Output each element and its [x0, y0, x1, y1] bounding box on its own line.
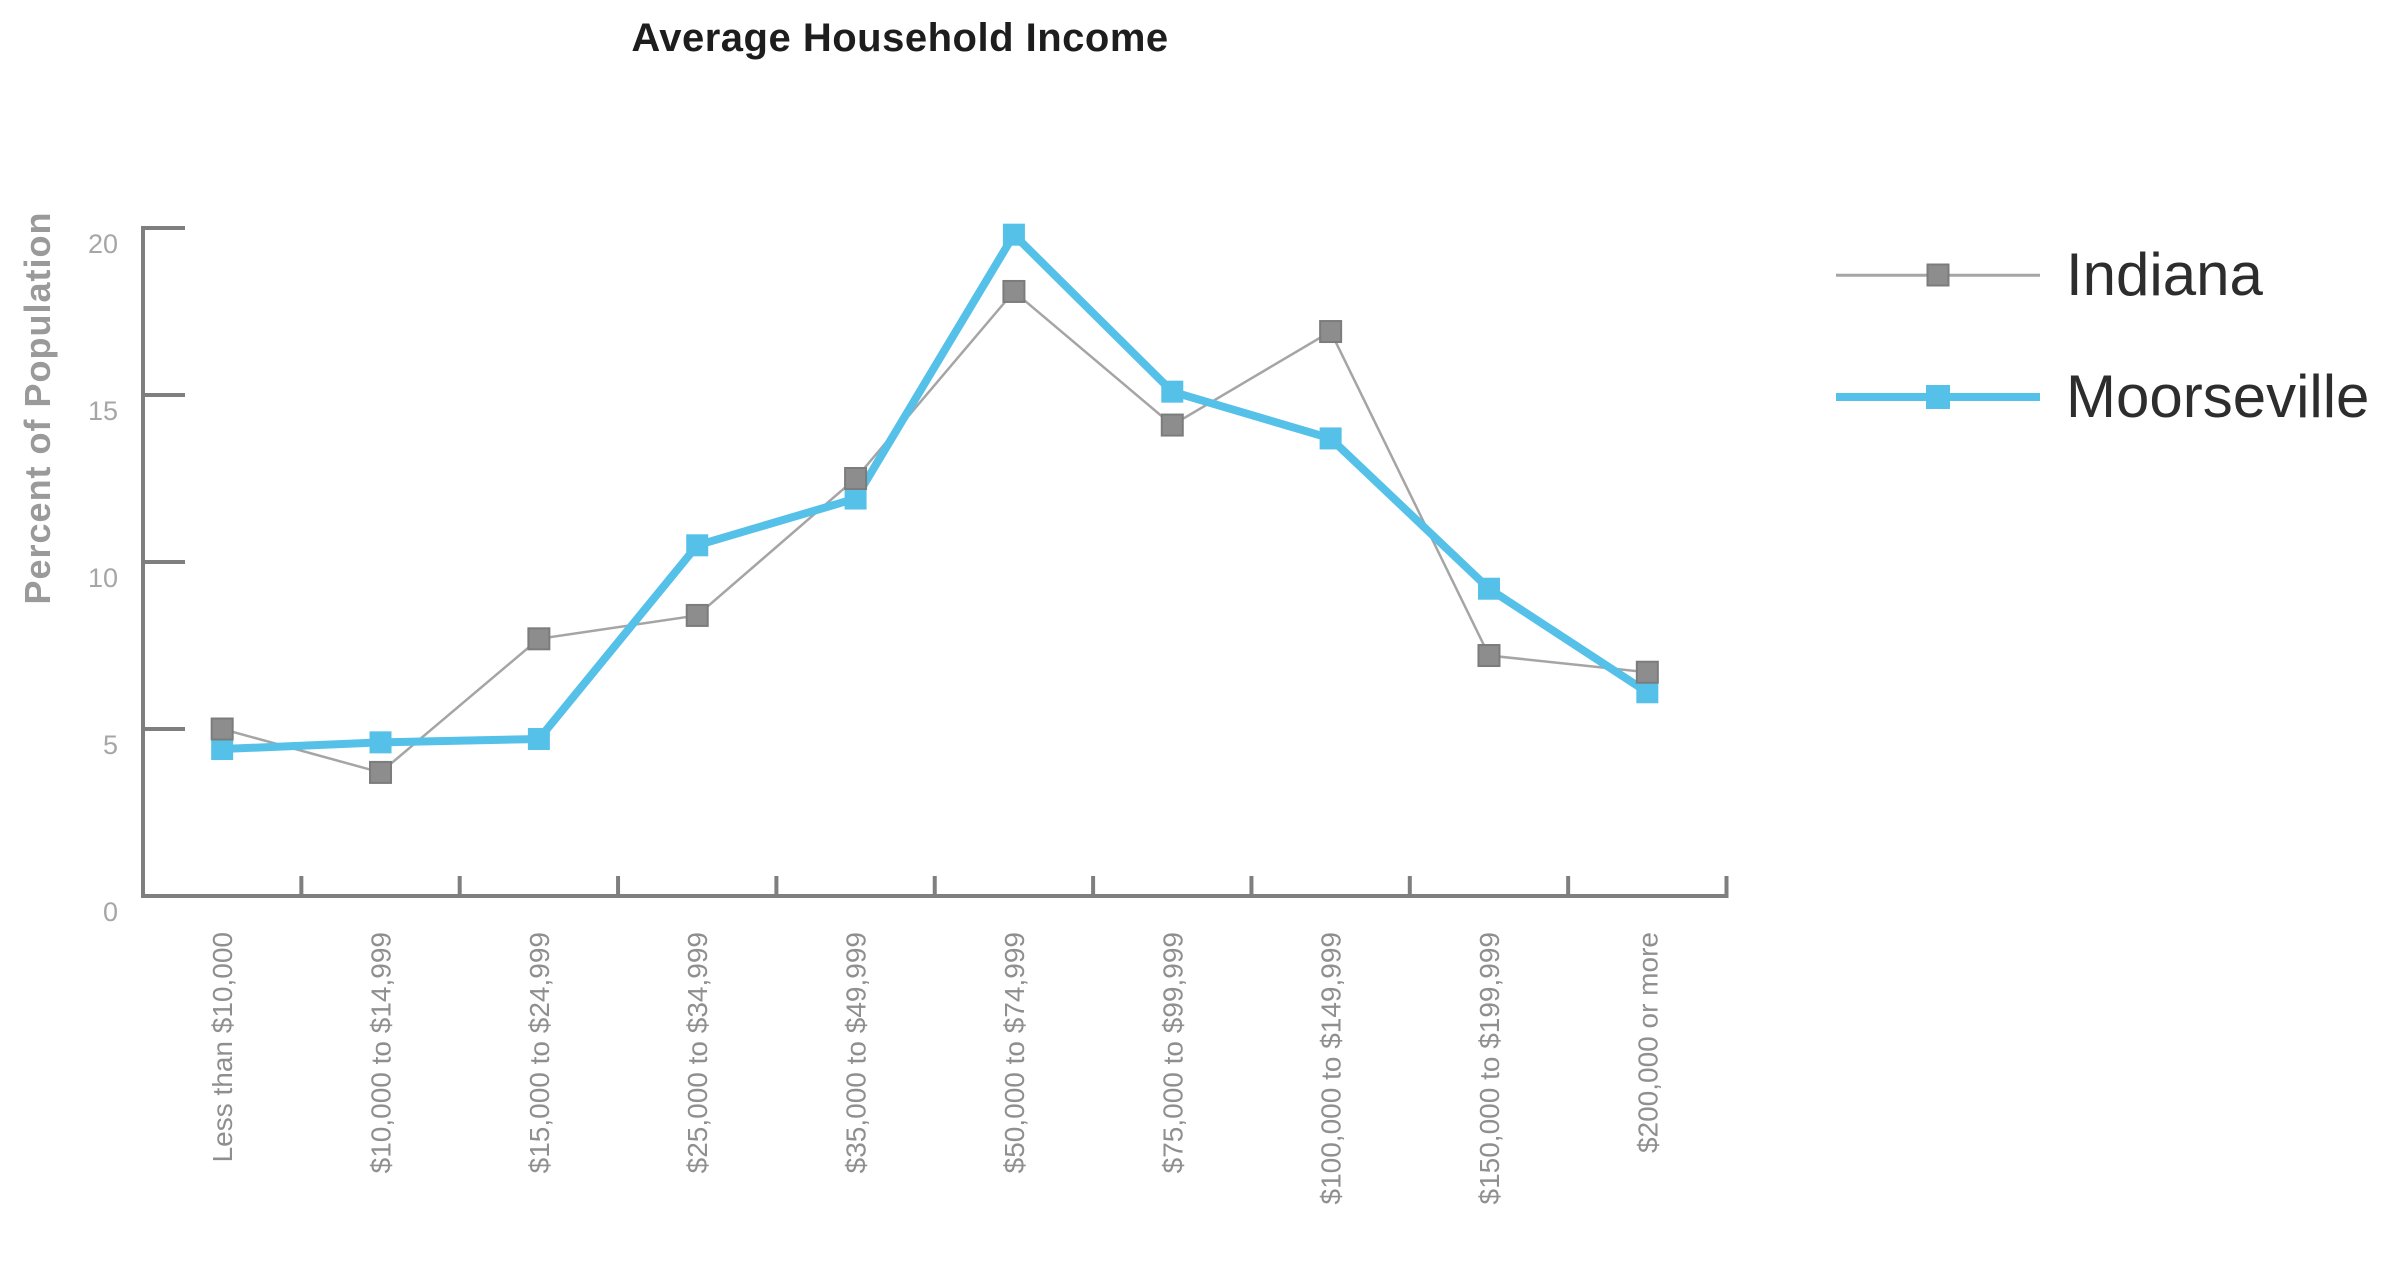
- x-category-label: $25,000 to $34,999: [682, 932, 713, 1173]
- x-category-label: $50,000 to $74,999: [999, 932, 1030, 1173]
- x-category-label: $75,000 to $99,999: [1157, 932, 1188, 1173]
- legend: Indiana Moorseville: [1836, 243, 2369, 429]
- moorseville-swatch: [1836, 377, 2040, 417]
- marker-indiana: [527, 627, 551, 651]
- marker-indiana: [1002, 279, 1026, 303]
- legend-label-indiana: Indiana: [2066, 241, 2263, 308]
- marker-moorseville: [1319, 427, 1342, 450]
- x-category-label: $15,000 to $24,999: [524, 932, 555, 1173]
- legend-label-moorseville: Moorseville: [2066, 363, 2370, 430]
- marker-moorseville: [211, 738, 234, 761]
- indiana-marker-icon: [1926, 263, 1950, 287]
- x-category-label: $200,000 or more: [1632, 932, 1663, 1153]
- marker-moorseville: [369, 731, 392, 754]
- x-category-label: $100,000 to $149,999: [1316, 932, 1347, 1204]
- series-line-indiana: [221, 289, 1648, 774]
- x-category-label: $35,000 to $49,999: [841, 932, 872, 1173]
- x-category-label: Less than $10,000: [207, 932, 238, 1162]
- x-category-label: $150,000 to $199,999: [1474, 932, 1505, 1204]
- marker-moorseville: [844, 487, 867, 510]
- marker-indiana: [844, 467, 868, 490]
- x-category-label: $10,000 to $14,999: [366, 932, 397, 1173]
- marker-indiana: [685, 603, 709, 627]
- marker-moorseville: [1477, 577, 1500, 600]
- marker-moorseville: [1161, 380, 1184, 403]
- indiana-swatch: [1836, 255, 2040, 295]
- marker-moorseville: [527, 728, 550, 751]
- marker-moorseville: [686, 534, 709, 557]
- marker-indiana: [1160, 413, 1184, 437]
- y-tick-label: 20: [88, 229, 118, 259]
- marker-indiana: [369, 760, 393, 784]
- marker-moorseville: [1002, 223, 1025, 246]
- y-tick-label: 10: [88, 563, 118, 593]
- marker-indiana: [210, 717, 234, 741]
- marker-indiana: [1635, 660, 1659, 684]
- moorseville-marker-icon: [1926, 385, 1950, 409]
- legend-item-moorseville: Moorseville: [1836, 365, 2369, 429]
- y-tick-label: 0: [103, 897, 118, 927]
- legend-item-indiana: Indiana: [1836, 243, 2369, 307]
- marker-moorseville: [1636, 681, 1659, 704]
- marker-indiana: [1477, 644, 1501, 668]
- series-line-moorseville: [222, 228, 1650, 754]
- marker-indiana: [1319, 320, 1343, 344]
- chart-title: Average Household Income: [631, 16, 1169, 60]
- y-tick-label: 15: [88, 396, 118, 426]
- y-tick-label: 5: [103, 730, 118, 760]
